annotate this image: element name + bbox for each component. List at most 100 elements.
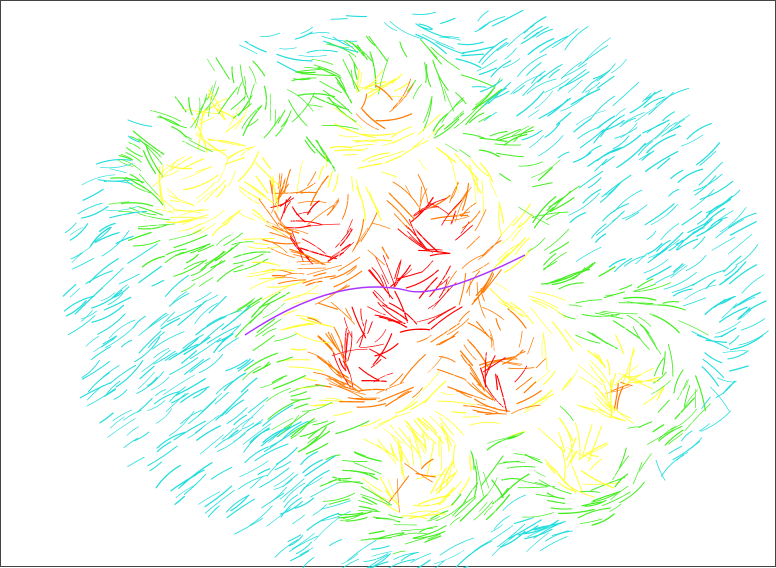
streamline xyxy=(505,249,531,272)
streamline xyxy=(121,203,152,206)
streamline xyxy=(519,162,542,166)
streamline xyxy=(216,58,229,79)
white-filament xyxy=(401,258,409,262)
streamline xyxy=(308,352,326,362)
white-filament xyxy=(633,439,647,455)
white-filament xyxy=(374,66,383,68)
streamline xyxy=(459,311,469,322)
streamline xyxy=(83,362,110,380)
white-filament xyxy=(604,356,611,360)
white-filament xyxy=(470,478,473,492)
streamline xyxy=(277,62,297,72)
streamline xyxy=(228,171,236,187)
streamline xyxy=(673,442,700,460)
streamline xyxy=(334,412,352,416)
streamline xyxy=(514,518,533,524)
white-filament xyxy=(373,364,390,368)
streamline xyxy=(384,23,397,31)
white-filament xyxy=(466,444,472,452)
streamline xyxy=(392,74,402,83)
streamline xyxy=(492,480,503,497)
streamline xyxy=(615,128,637,139)
streamline xyxy=(501,223,521,245)
white-filament xyxy=(415,122,424,134)
white-filament xyxy=(379,397,395,410)
white-filament xyxy=(424,335,434,339)
streamline xyxy=(470,422,500,425)
white-filament xyxy=(572,345,576,362)
streamline xyxy=(519,331,522,347)
streamline xyxy=(633,326,649,349)
white-filament xyxy=(260,79,272,89)
streamline xyxy=(259,293,289,308)
streamline xyxy=(281,111,291,127)
streamline xyxy=(486,414,507,415)
streamline xyxy=(296,69,324,72)
streamline xyxy=(647,135,676,153)
white-filament xyxy=(335,170,351,172)
white-filament xyxy=(542,412,548,422)
streamline xyxy=(373,223,391,228)
streamline xyxy=(357,404,385,408)
streamline xyxy=(73,258,94,269)
streamline xyxy=(135,432,149,441)
streamline xyxy=(211,467,232,479)
streamline xyxy=(301,452,318,465)
streamline xyxy=(620,285,632,290)
white-filament xyxy=(430,143,440,145)
streamline xyxy=(611,374,615,390)
streamline xyxy=(263,303,285,318)
streamline xyxy=(226,148,245,158)
streamline xyxy=(243,106,262,136)
streamline xyxy=(260,33,279,37)
white-filament xyxy=(283,83,287,91)
white-filament xyxy=(444,62,451,76)
streamline xyxy=(169,293,188,306)
streamline xyxy=(122,340,132,347)
white-filament xyxy=(425,133,432,147)
streamline xyxy=(419,159,427,170)
streamline xyxy=(615,258,632,271)
white-filament xyxy=(344,51,362,61)
white-filament xyxy=(417,263,439,264)
streamline xyxy=(558,152,569,158)
streamline xyxy=(343,470,375,474)
white-filament xyxy=(664,453,675,462)
streamline xyxy=(503,495,526,511)
streamline xyxy=(570,213,585,223)
streamline xyxy=(578,365,602,385)
streamline xyxy=(441,392,453,394)
white-filament xyxy=(338,56,349,72)
streamline xyxy=(620,482,645,503)
streamline xyxy=(335,150,362,151)
streamline xyxy=(622,113,645,125)
streamline xyxy=(114,390,127,400)
streamline xyxy=(184,474,206,494)
streamline xyxy=(578,127,601,139)
streamline xyxy=(441,18,455,23)
streamline xyxy=(319,166,323,179)
streamline xyxy=(211,261,225,268)
streamline xyxy=(697,143,720,165)
streamline xyxy=(739,297,755,305)
streamline xyxy=(235,518,263,534)
streamline xyxy=(437,336,455,345)
streamline xyxy=(620,118,635,127)
white-filament xyxy=(318,132,330,136)
streamline xyxy=(369,192,379,213)
streamline xyxy=(513,204,530,225)
streamline xyxy=(303,377,317,380)
streamline xyxy=(243,239,275,240)
streamline xyxy=(456,59,481,68)
streamline xyxy=(267,508,291,527)
white-filament xyxy=(605,454,612,461)
streamline xyxy=(578,46,607,67)
streamline xyxy=(274,376,306,389)
white-filament xyxy=(470,347,477,360)
streamline xyxy=(470,456,471,471)
white-filament xyxy=(357,61,366,68)
streamline xyxy=(572,466,582,492)
streamline xyxy=(416,473,435,477)
white-filament xyxy=(470,450,480,451)
streamline xyxy=(590,96,615,120)
